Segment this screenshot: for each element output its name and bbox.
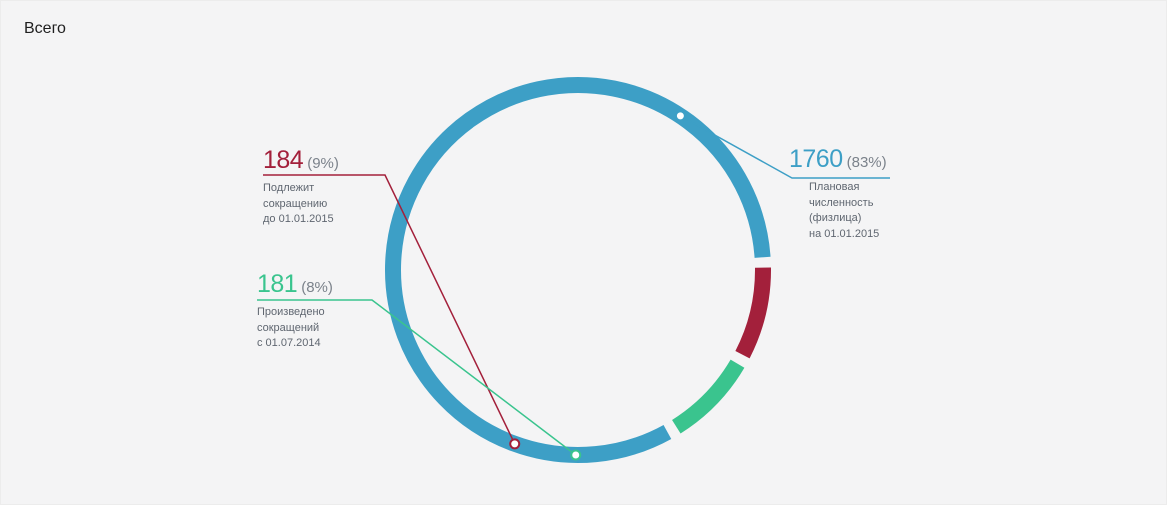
- to-reduce-percent: (9%): [307, 155, 339, 172]
- marker-planned: [674, 110, 686, 122]
- planned-percent: (83%): [846, 154, 887, 171]
- donut-slice-reduced: [671, 359, 745, 434]
- reduced-description: Произведено сокращений с 01.07.2014: [257, 306, 325, 349]
- label-to-reduce: 184 (9%) Подлежит сокращению до 01.01.201…: [263, 148, 339, 228]
- leader-line-planned: [680, 115, 890, 179]
- donut-slice-to_reduce: [735, 267, 771, 359]
- reduced-percent: (8%): [301, 279, 333, 296]
- donut-slice-planned: [385, 77, 771, 463]
- planned-value: 1760: [789, 145, 843, 173]
- leader-line-reduced: [257, 299, 577, 456]
- marker-reduced: [570, 449, 582, 461]
- panel-title: Всего: [24, 20, 66, 37]
- planned-description: Плановая численность (физлица) на 01.01.…: [809, 181, 880, 240]
- label-reduced: 181 (8%) Произведено сокращений с 01.07.2…: [257, 272, 333, 352]
- marker-to_reduce: [509, 438, 521, 450]
- to-reduce-description: Подлежит сокращению до 01.01.2015: [263, 182, 334, 225]
- label-planned: 1760 (83%) Плановая численность (физлица)…: [789, 147, 887, 242]
- reduced-value: 181: [257, 270, 298, 298]
- leader-line-to_reduce: [263, 174, 516, 445]
- to-reduce-value: 184: [263, 146, 304, 174]
